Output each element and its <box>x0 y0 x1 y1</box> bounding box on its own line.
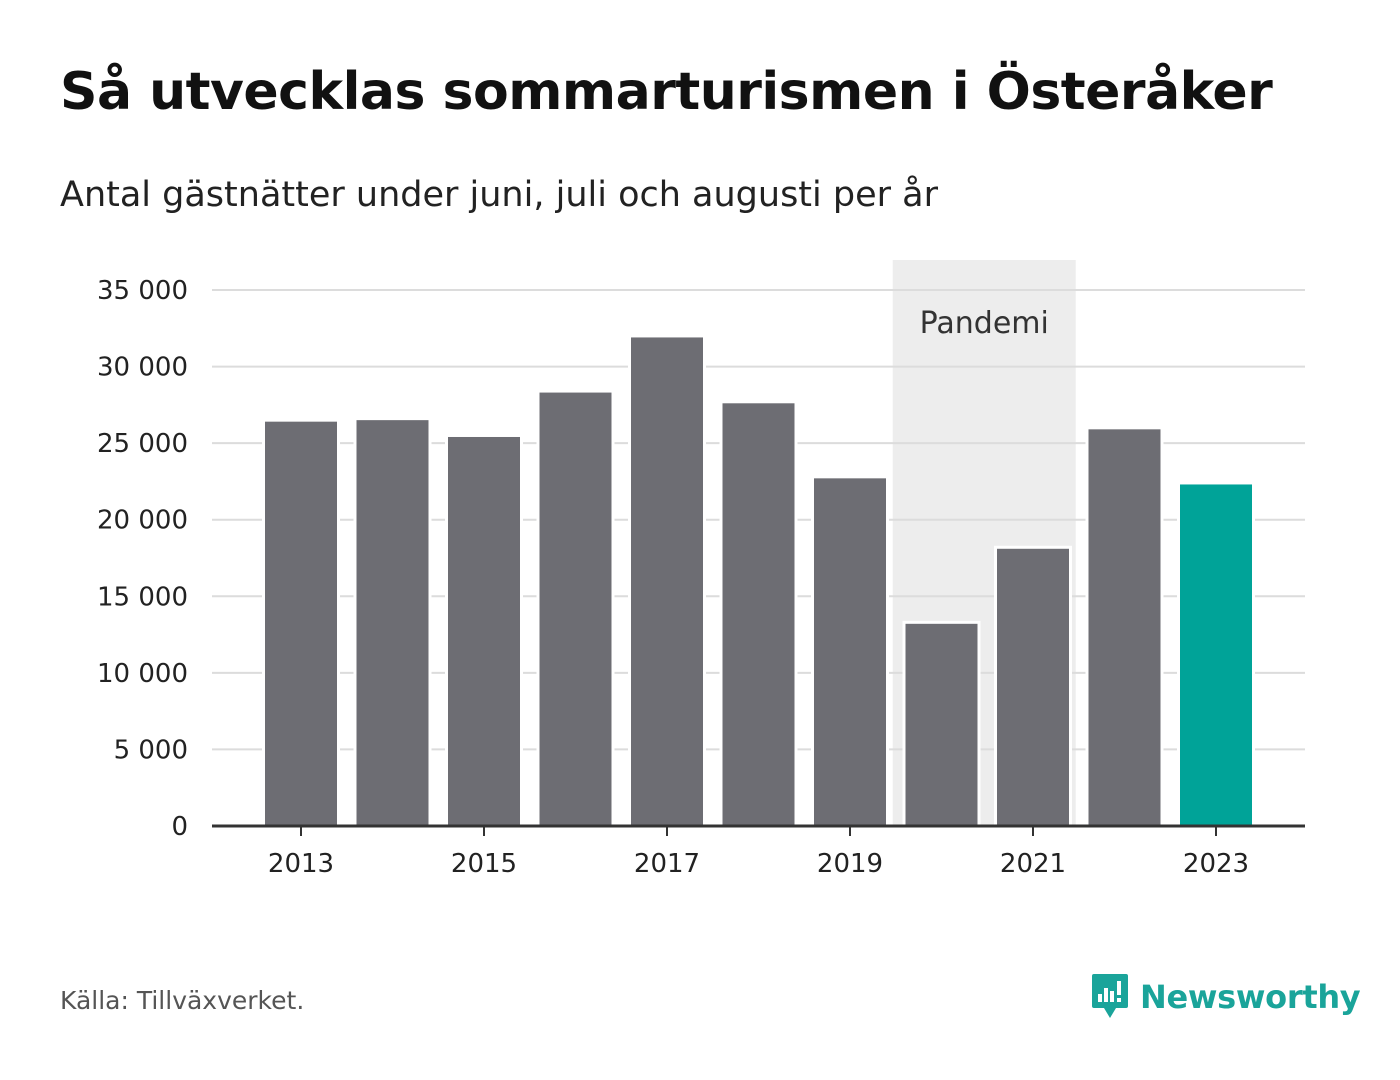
y-tick-label: 15 000 <box>97 582 188 612</box>
x-tick-label: 2015 <box>451 849 517 879</box>
bar-2016 <box>536 389 615 828</box>
brand-name: Newsworthy <box>1140 978 1361 1016</box>
bar-2022 <box>1085 426 1164 828</box>
y-tick-label: 35 000 <box>97 276 188 306</box>
x-tick-label: 2021 <box>1000 849 1066 879</box>
y-tick-label: 5 000 <box>114 735 188 765</box>
bar-2014 <box>353 417 432 828</box>
bar-2020 <box>902 620 981 828</box>
bar-2015 <box>445 433 523 828</box>
bar-2017 <box>628 334 706 828</box>
y-tick-label: 10 000 <box>97 659 188 689</box>
x-tick-label: 2019 <box>817 849 883 879</box>
y-tick-label: 25 000 <box>97 429 188 459</box>
bar-2019 <box>811 475 889 828</box>
bar-chart: 0 5 000 10 000 15 000 20 000 25 000 30 000 35 0… <box>97 260 1305 879</box>
source-note: Källa: Tillväxverket. <box>60 986 305 1015</box>
x-tick-label: 2017 <box>634 849 700 879</box>
y-tick-label: 0 <box>171 812 188 842</box>
bar-2013 <box>262 418 340 828</box>
y-tick-label: 20 000 <box>97 506 188 536</box>
x-tick-label: 2023 <box>1183 849 1249 879</box>
pandemic-label: Pandemi <box>920 306 1049 341</box>
x-tick-label: 2013 <box>268 849 334 879</box>
newsworthy-logo-icon <box>1092 974 1128 1018</box>
bar-2021 <box>994 545 1072 828</box>
bar-2023 <box>1177 481 1255 828</box>
chart-subtitle: Antal gästnätter under juni, juli och au… <box>60 175 938 215</box>
brand-logo: Newsworthy <box>1090 970 1361 1024</box>
chart-title: Så utvecklas sommarturismen i Österåker <box>60 62 1273 122</box>
y-tick-label: 30 000 <box>97 353 188 383</box>
bar-2018 <box>719 400 798 828</box>
